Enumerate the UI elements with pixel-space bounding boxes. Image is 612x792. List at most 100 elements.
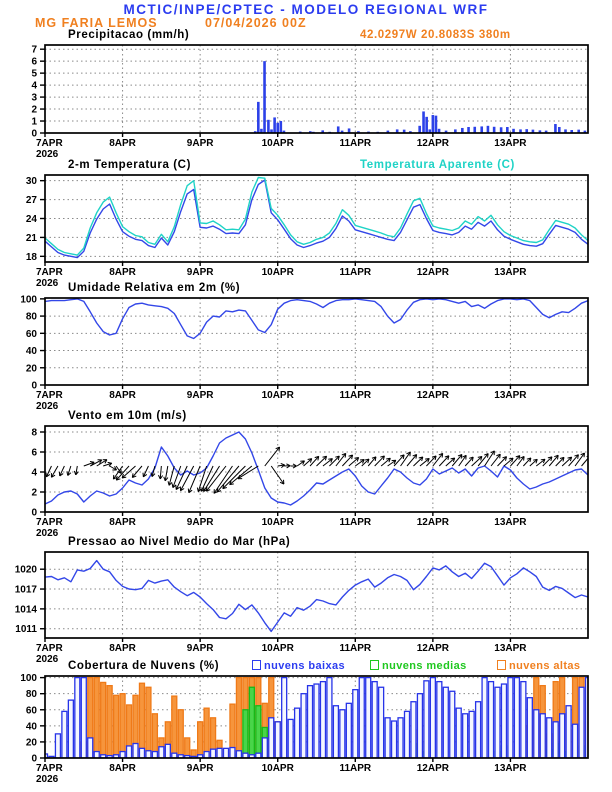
svg-text:20: 20 [26, 737, 38, 748]
panel-precip-plot [253, 61, 587, 133]
svg-text:9APR: 9APR [187, 517, 214, 528]
legend-low-clouds: nuvens baixas [252, 660, 345, 672]
wind-arrow [277, 462, 285, 469]
svg-text:12APR: 12APR [417, 643, 450, 654]
wind-arrow [284, 463, 291, 469]
wind-arrow [458, 454, 467, 467]
svg-text:0: 0 [31, 381, 37, 392]
wind-arrow [179, 465, 195, 492]
wind-arrow [58, 465, 65, 477]
wind-arrow [175, 465, 188, 490]
svg-text:13APR: 13APR [494, 643, 527, 654]
svg-text:9APR: 9APR [187, 763, 214, 774]
high-clouds-swatch-icon [497, 660, 506, 670]
wind-arrow [341, 454, 354, 467]
wind-arrow [361, 458, 370, 467]
wind-arrow [445, 457, 456, 467]
svg-text:11APR: 11APR [339, 517, 371, 528]
svg-text:8APR: 8APR [109, 138, 136, 149]
panel-title-pressure: Pressao ao Nivel Medio do Mar (hPa) [68, 536, 291, 548]
svg-text:13APR: 13APR [494, 517, 527, 528]
svg-text:2026: 2026 [36, 654, 59, 665]
wind-arrow [380, 457, 391, 467]
wind-arrow [555, 456, 565, 467]
wind-arrow [393, 454, 405, 467]
svg-text:13APR: 13APR [494, 390, 527, 401]
svg-text:1017: 1017 [15, 585, 38, 596]
wind-arrow [490, 453, 501, 467]
svg-text:6: 6 [31, 57, 37, 68]
legend-mid-clouds: nuvens medias [370, 660, 467, 672]
svg-text:2026: 2026 [36, 528, 59, 539]
wind-arrow [96, 459, 108, 467]
svg-text:12APR: 12APR [417, 138, 450, 149]
svg-text:6: 6 [31, 448, 37, 459]
svg-text:12APR: 12APR [417, 517, 450, 528]
wind-arrow [163, 465, 169, 482]
wind-arrow [522, 457, 532, 467]
svg-text:4: 4 [31, 468, 37, 479]
svg-text:3: 3 [31, 93, 37, 104]
svg-text:7APR: 7APR [36, 138, 63, 149]
wind-arrow [237, 465, 259, 480]
wind-arrow [335, 452, 347, 467]
apparent-temp-label: Temperatura Aparente (C) [360, 159, 515, 171]
wind-arrow [374, 455, 385, 467]
svg-text:7APR: 7APR [36, 390, 63, 401]
wind-arrow [587, 465, 588, 467]
wind-arrow [406, 454, 418, 467]
wind-arrow [115, 465, 130, 481]
svg-text:100: 100 [20, 294, 37, 305]
wind-arrow [510, 455, 521, 467]
wind-arrow [322, 458, 333, 467]
wind-arrow [426, 455, 437, 467]
wind-arrow [477, 453, 489, 467]
panel-title-precip: Precipitacao (mm/h) [68, 29, 190, 41]
wind-arrow [205, 465, 227, 492]
wind-arrow [471, 455, 483, 467]
wind-arrow [464, 456, 474, 467]
svg-text:100: 100 [20, 673, 37, 684]
run-datetime: 07/04/2026 00Z [205, 16, 307, 30]
svg-text:2026: 2026 [36, 278, 59, 289]
svg-text:2026: 2026 [36, 774, 59, 785]
svg-text:24: 24 [26, 214, 38, 225]
svg-text:40: 40 [26, 721, 38, 732]
svg-text:0: 0 [31, 754, 37, 765]
panel-clouds: 0 20 40 60 80 100 7APR 8APR 9APR 10APR 11APR 12APR 1… [20, 673, 589, 785]
wind-arrow [529, 458, 538, 467]
wind-arrow [121, 465, 136, 479]
svg-text:2: 2 [31, 488, 37, 499]
wind-arrow [561, 456, 573, 467]
legend-low-clouds-label: nuvens baixas [264, 660, 346, 672]
svg-text:0: 0 [31, 508, 37, 519]
wind-arrow [131, 465, 143, 478]
svg-text:1011: 1011 [15, 624, 37, 635]
svg-text:11APR: 11APR [339, 763, 371, 774]
wind-arrow [103, 461, 113, 467]
svg-text:20: 20 [26, 363, 38, 374]
wind-arrow [419, 457, 430, 467]
svg-text:9APR: 9APR [187, 643, 214, 654]
svg-text:10APR: 10APR [262, 390, 295, 401]
svg-text:2: 2 [31, 105, 37, 116]
svg-text:9APR: 9APR [187, 138, 214, 149]
svg-text:12APR: 12APR [417, 763, 450, 774]
wind-arrow [229, 465, 253, 486]
panel-clouds-plot [45, 676, 588, 758]
svg-text:11APR: 11APR [339, 267, 371, 278]
wind-arrow [516, 455, 525, 467]
wind-arrow [348, 456, 360, 467]
svg-text:8APR: 8APR [109, 643, 136, 654]
wind-arrow [73, 465, 79, 476]
svg-text:4: 4 [31, 81, 37, 92]
wind-arrow [432, 452, 444, 467]
svg-text:11APR: 11APR [339, 643, 371, 654]
svg-text:9APR: 9APR [187, 267, 214, 278]
legend-mid-clouds-label: nuvens medias [382, 660, 467, 672]
wind-arrow [438, 455, 450, 467]
wind-arrow [150, 465, 156, 477]
svg-text:60: 60 [26, 705, 38, 716]
